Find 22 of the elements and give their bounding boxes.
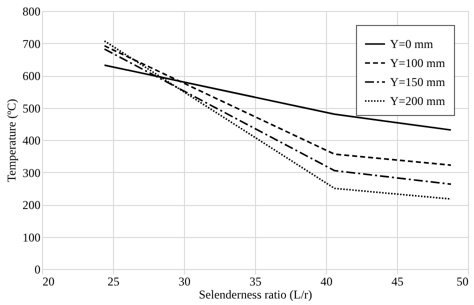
y-tick-label: 200 [22, 198, 40, 212]
y-tick-label: 400 [22, 134, 40, 148]
y-axis-title: Temperature (ºC) [4, 98, 18, 182]
y-tick-label: 500 [22, 101, 40, 116]
legend-label: Y=0 mm [390, 37, 434, 51]
y-tick-label: 100 [22, 230, 40, 244]
y-tick-label: 0 [34, 262, 40, 276]
x-tick-label: 20 [42, 274, 54, 288]
x-tick-label: 30 [178, 274, 190, 288]
legend-label: Y=100 mm [390, 56, 446, 70]
x-tick-label: 35 [250, 274, 262, 288]
x-tick-label: 45 [392, 274, 404, 288]
legend-label: Y=200 mm [390, 94, 446, 108]
y-tick-label: 600 [22, 69, 40, 83]
legend-label: Y=150 mm [390, 75, 446, 89]
y-tick-label: 800 [22, 4, 40, 18]
y-tick-label: 700 [22, 36, 40, 51]
x-axis-title: Selenderness ratio (L/r) [198, 288, 312, 302]
x-tick-label: 25 [108, 274, 120, 288]
x-tick-label: 50 [456, 274, 468, 288]
y-tick-label: 300 [22, 166, 40, 180]
x-tick-label: 40 [320, 274, 332, 288]
